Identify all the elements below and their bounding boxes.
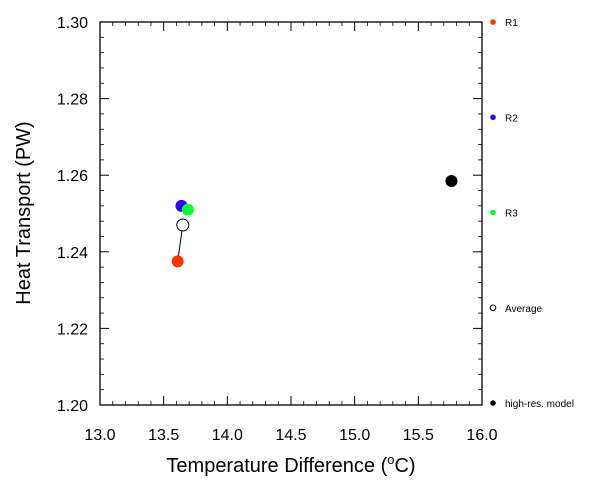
x-axis-label: Temperature Difference (oC) bbox=[166, 452, 415, 477]
y-axis-label: Heat Transport (PW) bbox=[13, 121, 35, 304]
x-tick-label: 14.0 bbox=[212, 427, 243, 444]
y-tick-label: 1.28 bbox=[57, 92, 88, 109]
y-tick-label: 1.30 bbox=[57, 15, 88, 32]
y-tick-label: 1.26 bbox=[57, 168, 88, 185]
x-tick-label: 14.5 bbox=[275, 427, 306, 444]
legend-marker-r2 bbox=[490, 114, 496, 121]
y-tick-label: 1.20 bbox=[57, 398, 88, 415]
legend-marker-r1 bbox=[490, 19, 496, 25]
legend-label-r3: R3 bbox=[505, 209, 518, 220]
x-tick-label: 16.0 bbox=[466, 427, 497, 444]
x-axis-ticks: 13.0 13.5 14.0 14.5 15.0 15.5 16.0 bbox=[84, 22, 498, 444]
legend-label-average: Average bbox=[505, 304, 543, 315]
legend-marker-r3 bbox=[490, 209, 496, 216]
x-tick-label: 13.0 bbox=[84, 427, 115, 444]
y-tick-label: 1.24 bbox=[57, 245, 88, 262]
legend-marker-average bbox=[489, 304, 497, 312]
x-tick-label: 15.5 bbox=[403, 427, 434, 444]
point-r3 bbox=[181, 203, 194, 216]
x-tick-label: 13.5 bbox=[148, 427, 179, 444]
legend-label-high-res-model: high-res. model bbox=[505, 399, 574, 410]
legend: R1 R2 R3 Average high-res. model bbox=[489, 18, 574, 410]
data-points bbox=[171, 174, 458, 268]
legend-marker-high-res-model bbox=[490, 400, 496, 406]
point-average bbox=[176, 218, 190, 232]
legend-label-r2: R2 bbox=[505, 113, 518, 124]
minor-ticks bbox=[100, 22, 482, 405]
x-tick-label: 15.0 bbox=[339, 427, 370, 444]
point-r1 bbox=[171, 255, 184, 268]
legend-label-r1: R1 bbox=[505, 18, 518, 29]
point-high-res-model bbox=[445, 174, 458, 187]
y-axis-ticks: 1.20 1.22 1.24 1.26 1.28 1.30 bbox=[57, 15, 482, 415]
y-tick-label: 1.22 bbox=[57, 321, 88, 338]
plot-frame bbox=[99, 21, 483, 406]
